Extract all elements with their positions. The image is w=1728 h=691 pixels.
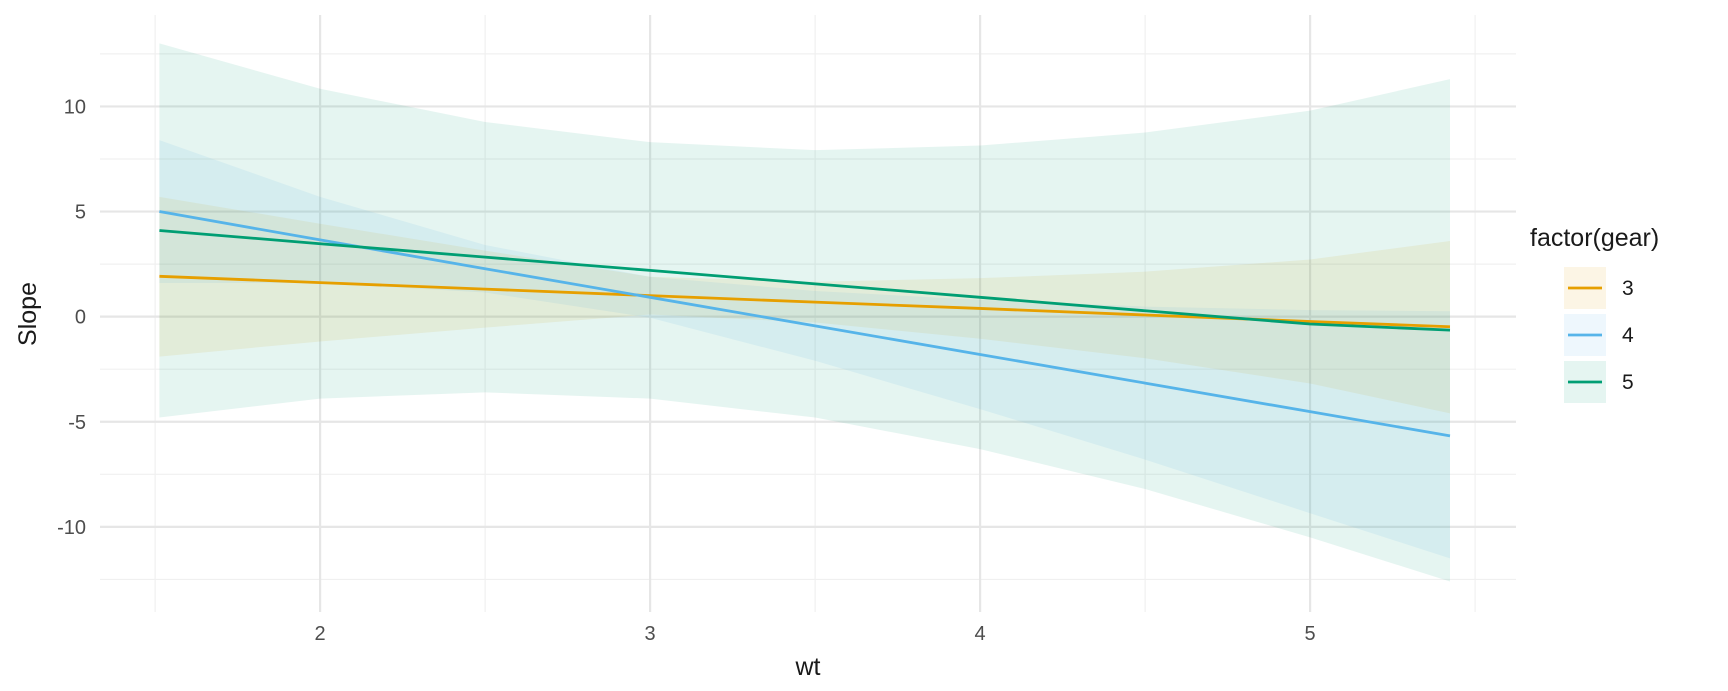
x-tick-label: 3 (645, 623, 656, 645)
y-axis-label: Slope (14, 282, 42, 346)
y-tick-label: 5 (75, 202, 86, 224)
y-tick-label: 10 (64, 96, 86, 118)
x-tick-label: 4 (975, 623, 986, 645)
legend-title: factor(gear) (1530, 224, 1659, 252)
x-tick-label: 5 (1305, 623, 1316, 645)
y-tick-label: -10 (57, 517, 86, 539)
y-tick-label: -5 (68, 412, 86, 434)
x-tick-label: 2 (315, 623, 326, 645)
legend-label-4: 4 (1622, 324, 1634, 347)
legend-label-5: 5 (1622, 371, 1634, 394)
legend-label-3: 3 (1622, 277, 1634, 300)
legend-items: 3 4 5 (1564, 267, 1634, 403)
x-axis-label: wt (795, 653, 821, 681)
y-tick-label: 0 (75, 307, 86, 329)
